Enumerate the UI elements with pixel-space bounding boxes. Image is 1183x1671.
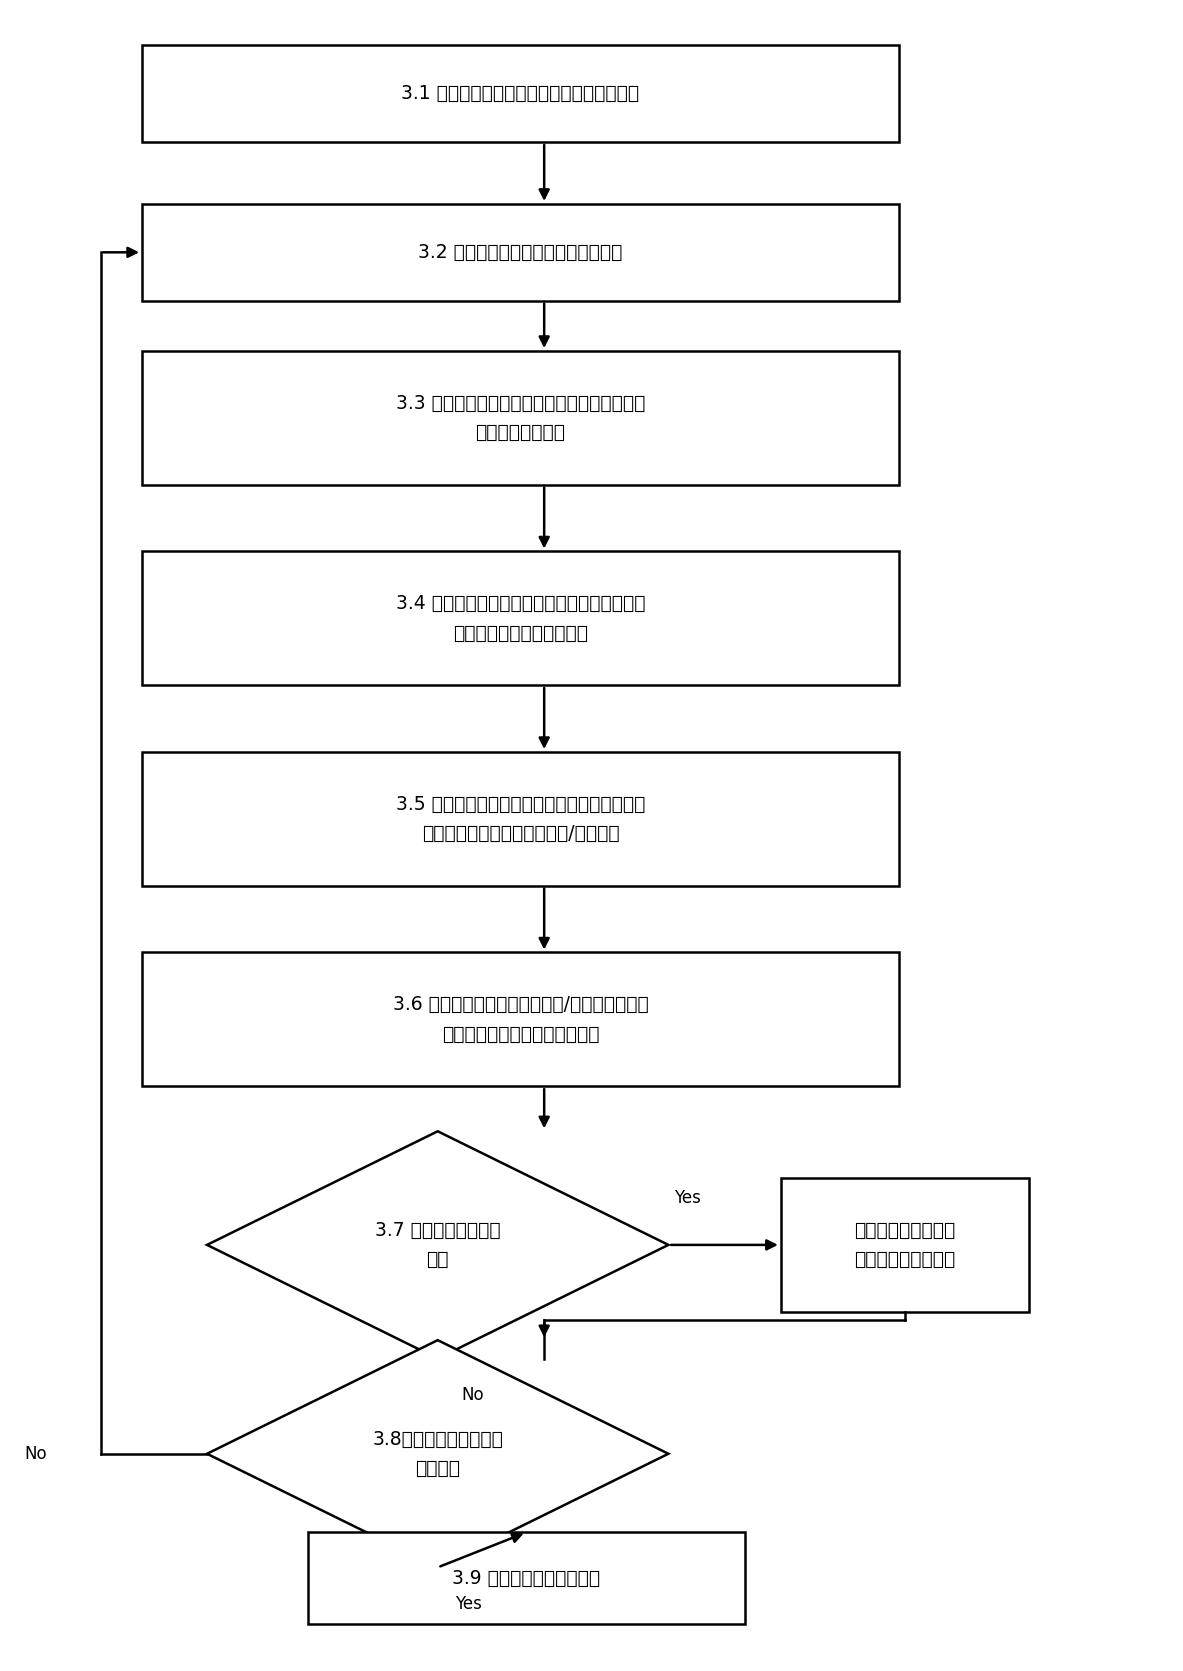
- Text: 3.7 查询结果为故障组
合？: 3.7 查询结果为故障组 合？: [375, 1220, 500, 1270]
- Text: Yes: Yes: [455, 1596, 483, 1613]
- Polygon shape: [207, 1340, 668, 1567]
- Text: 3.2 依次选取每一个线路作为当前线路: 3.2 依次选取每一个线路作为当前线路: [419, 242, 622, 262]
- Bar: [781, 1178, 1029, 1312]
- Bar: [142, 952, 899, 1086]
- Text: 3.4 读取配置信息得到当前线路及其同方向另外
两条线路对应的信号灯颜色: 3.4 读取配置信息得到当前线路及其同方向另外 两条线路对应的信号灯颜色: [396, 593, 645, 643]
- Bar: [308, 1532, 745, 1624]
- Bar: [142, 551, 899, 685]
- Bar: [142, 204, 899, 301]
- Bar: [142, 45, 899, 142]
- Text: 3.9 退出本故障检测子程序: 3.9 退出本故障检测子程序: [452, 1569, 601, 1587]
- Polygon shape: [207, 1131, 668, 1359]
- Text: 3.3 根据预先配置的信息找到与当前线路相同方
向的另外两个线路: 3.3 根据预先配置的信息找到与当前线路相同方 向的另外两个线路: [396, 393, 645, 443]
- Text: 3.1 读取检测电路对信号机各线路的检测结果: 3.1 读取检测电路对信号机各线路的检测结果: [401, 84, 640, 104]
- Bar: [142, 351, 899, 485]
- Text: 3.5 读取检测电路的检测结果得到当前相位以及
同方向的另外两个相位的点亮/息灯状态: 3.5 读取检测电路的检测结果得到当前相位以及 同方向的另外两个相位的点亮/息灯…: [396, 794, 645, 844]
- Text: 3.8完成对所有线路的故
障判断？: 3.8完成对所有线路的故 障判断？: [373, 1429, 503, 1479]
- Bar: [142, 752, 899, 886]
- Text: No: No: [461, 1387, 484, 1404]
- Text: Yes: Yes: [674, 1190, 702, 1206]
- Text: No: No: [24, 1445, 47, 1462]
- Text: 3.6 根据读取的三条线路的点亮/息灯状态，及颜
色，查询错误！未找到引用源。: 3.6 根据读取的三条线路的点亮/息灯状态，及颜 色，查询错误！未找到引用源。: [393, 994, 648, 1044]
- Text: 记录故障线路编号以
及所使用的规则编号: 记录故障线路编号以 及所使用的规则编号: [854, 1220, 956, 1270]
